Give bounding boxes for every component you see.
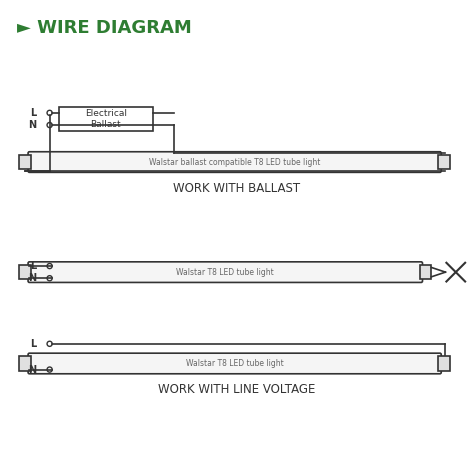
Text: L: L — [30, 261, 36, 271]
Text: Electrical
Ballast: Electrical Ballast — [85, 109, 127, 128]
FancyBboxPatch shape — [28, 262, 422, 283]
Bar — [438, 155, 450, 169]
FancyBboxPatch shape — [28, 353, 441, 374]
Text: WORK WITH BALLAST: WORK WITH BALLAST — [173, 182, 301, 195]
FancyBboxPatch shape — [28, 152, 441, 173]
Text: WORK WITH LINE VOLTAGE: WORK WITH LINE VOLTAGE — [158, 383, 316, 396]
Text: L: L — [30, 339, 36, 349]
Text: N: N — [28, 120, 36, 130]
Bar — [419, 265, 431, 279]
Bar — [19, 155, 31, 169]
Bar — [19, 356, 31, 371]
Text: L: L — [30, 108, 36, 118]
Text: Walstar T8 LED tube light: Walstar T8 LED tube light — [186, 359, 283, 368]
Text: N: N — [28, 365, 36, 374]
Text: N: N — [28, 273, 36, 283]
Text: ► WIRE DIAGRAM: ► WIRE DIAGRAM — [17, 19, 191, 37]
Bar — [438, 356, 450, 371]
Bar — [19, 265, 31, 279]
Text: Walstar ballast compatible T8 LED tube light: Walstar ballast compatible T8 LED tube l… — [149, 157, 320, 166]
Text: Walstar T8 LED tube light: Walstar T8 LED tube light — [176, 268, 274, 277]
Bar — [59, 107, 153, 131]
